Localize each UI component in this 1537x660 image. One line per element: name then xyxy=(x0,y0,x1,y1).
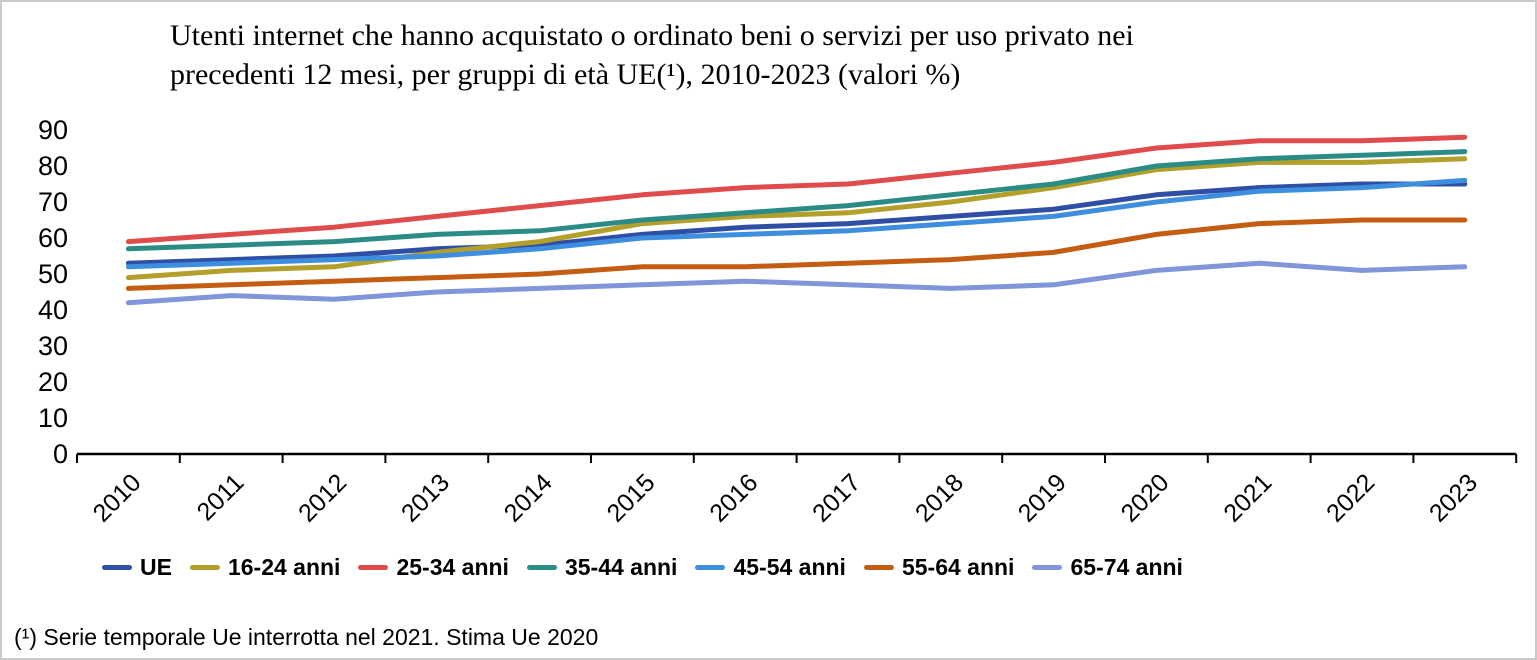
y-axis-label: 10 xyxy=(38,403,68,433)
legend-item-45-54-anni: 45-54 anni xyxy=(695,554,846,581)
series-line-16-24-anni xyxy=(125,156,1468,281)
y-axis-label: 40 xyxy=(38,295,68,325)
x-axis-label: 2014 xyxy=(499,468,558,527)
x-axis-label: 2012 xyxy=(293,468,352,527)
x-axis-label: 2017 xyxy=(807,468,866,527)
legend-swatch-ue xyxy=(102,564,132,570)
legend-item-55-64-anni: 55-64 anni xyxy=(863,553,1015,581)
y-axis-label: 90 xyxy=(38,115,68,145)
chart-footnote: (¹) Serie temporale Ue interrotta nel 20… xyxy=(14,624,599,650)
legend-swatch-25-34-anni xyxy=(358,564,389,570)
legend-item-16-24-anni: 16-24 anni xyxy=(189,553,341,581)
chart-title-line1: Utenti internet che hanno acquistato o o… xyxy=(170,19,1134,52)
line-chart: 0 10 20 30 40 50 60 70 80 90 2010 2011 2012 2013 2014 2… xyxy=(38,115,1518,528)
chart-legend: UE 16-24 anni 25-34 anni 35-44 anni 45-54 an… xyxy=(102,550,1183,584)
x-axis-label: 2022 xyxy=(1321,468,1380,527)
y-axis-label: 0 xyxy=(53,439,68,469)
legend-item-25-34-anni: 25-34 anni xyxy=(358,554,509,581)
x-axis-label: 2013 xyxy=(396,468,455,527)
legend-label-55-64-anni: 55-64 anni xyxy=(901,553,1015,580)
x-axis-label: 2019 xyxy=(1013,468,1072,527)
chart-title-line2: precedenti 12 mesi, per gruppi di età UE… xyxy=(170,58,961,91)
legend-label-65-74-anni: 65-74 anni xyxy=(1070,553,1183,580)
legend-label-16-24-anni: 16-24 anni xyxy=(227,553,341,580)
legend-swatch-55-64-anni xyxy=(863,564,894,570)
y-axis-label: 20 xyxy=(38,367,68,397)
legend-item-35-44-anni: 35-44 anni xyxy=(526,553,678,581)
series-line-35-44-anni xyxy=(125,149,1468,252)
legend-item-ue: UE xyxy=(102,554,172,581)
legend-label-35-44-anni: 35-44 anni xyxy=(564,553,678,580)
series-line-25-34-anni xyxy=(125,134,1468,245)
x-axis-label: 2015 xyxy=(602,468,661,527)
y-axis-label: 30 xyxy=(38,331,68,361)
legend-swatch-45-54-anni xyxy=(695,564,726,570)
x-axis-label: 2023 xyxy=(1424,468,1483,527)
series-line-55-64-anni xyxy=(125,217,1468,291)
legend-item-65-74-anni: 65-74 anni xyxy=(1032,554,1183,581)
x-axis-label: 2016 xyxy=(704,468,763,527)
series-line-45-54-anni xyxy=(125,177,1468,270)
legend-swatch-65-74-anni xyxy=(1032,564,1063,570)
x-axis-label: 2021 xyxy=(1218,468,1277,527)
x-axis-label: 2010 xyxy=(88,468,147,527)
chart-title: Utenti internet che hanno acquistato o o… xyxy=(170,16,1350,94)
legend-label-45-54-anni: 45-54 anni xyxy=(733,553,846,580)
series-line-65-74-anni xyxy=(125,260,1468,306)
x-axis-label: 2020 xyxy=(1116,468,1175,527)
legend-swatch-16-24-anni xyxy=(189,564,220,570)
legend-swatch-35-44-anni xyxy=(526,564,557,570)
y-axis-label: 50 xyxy=(38,259,68,289)
series-line-ue xyxy=(125,181,1468,266)
legend-label-ue: UE xyxy=(140,553,172,580)
y-axis-label: 70 xyxy=(38,187,68,217)
y-axis-label: 60 xyxy=(38,223,68,253)
x-axis-label: 2018 xyxy=(910,468,969,527)
x-axis-label: 2011 xyxy=(192,468,250,526)
y-axis-label: 80 xyxy=(38,151,68,181)
legend-label-25-34-anni: 25-34 anni xyxy=(396,553,509,580)
